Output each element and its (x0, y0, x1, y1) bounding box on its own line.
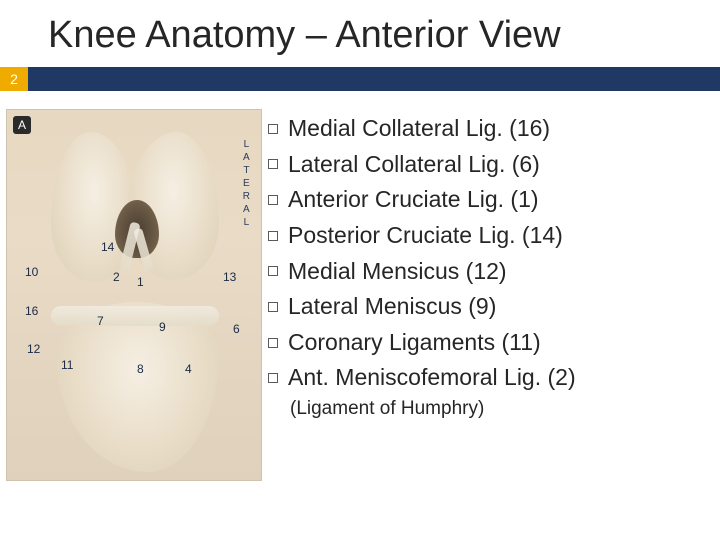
callout-number: 2 (113, 270, 120, 284)
list-item-label: Anterior Cruciate Lig. (1) (288, 182, 539, 218)
callout-number: 16 (25, 304, 38, 318)
square-bullet-icon (268, 231, 278, 241)
square-bullet-icon (268, 338, 278, 348)
list-item-label: Lateral Collateral Lig. (6) (288, 147, 540, 183)
callout-number: 7 (97, 314, 104, 328)
subnote: (Ligament of Humphry) (268, 398, 706, 420)
anatomy-image: A LATERAL 10 14 2 1 13 16 7 9 6 12 11 8 4 (6, 109, 262, 481)
callout-number: 13 (223, 270, 236, 284)
square-bullet-icon (268, 195, 278, 205)
list-item: Lateral Meniscus (9) (268, 289, 706, 325)
list-item-label: Medial Collateral Lig. (16) (288, 111, 550, 147)
square-bullet-icon (268, 302, 278, 312)
callout-number: 14 (101, 240, 114, 254)
square-bullet-icon (268, 159, 278, 169)
tibia-plateau (57, 302, 219, 472)
list-item-label: Coronary Ligaments (11) (288, 325, 541, 361)
list-item-label: Medial Mensicus (12) (288, 254, 507, 290)
list-item: Coronary Ligaments (11) (268, 325, 706, 361)
callout-number: 10 (25, 265, 38, 279)
slide-title: Knee Anatomy – Anterior View (0, 0, 720, 67)
lateral-label: LATERAL (243, 138, 251, 229)
callout-number: 11 (61, 358, 73, 372)
callout-number: 1 (137, 275, 144, 289)
accent-bar: 2 (0, 67, 720, 91)
ligament-list: Medial Collateral Lig. (16)Lateral Colla… (268, 111, 706, 396)
accent-bar-fill (28, 67, 720, 91)
list-item-label: Lateral Meniscus (9) (288, 289, 496, 325)
list-item-label: Posterior Cruciate Lig. (14) (288, 218, 563, 254)
list-item: Posterior Cruciate Lig. (14) (268, 218, 706, 254)
square-bullet-icon (268, 266, 278, 276)
list-item: Medial Collateral Lig. (16) (268, 111, 706, 147)
square-bullet-icon (268, 124, 278, 134)
callout-number: 9 (159, 320, 166, 334)
text-column: Medial Collateral Lig. (16)Lateral Colla… (268, 109, 706, 481)
callout-number: 12 (27, 342, 40, 356)
square-bullet-icon (268, 373, 278, 383)
list-item: Lateral Collateral Lig. (6) (268, 147, 706, 183)
callout-number: 6 (233, 322, 240, 336)
callout-number: 8 (137, 362, 144, 376)
list-item: Anterior Cruciate Lig. (1) (268, 182, 706, 218)
panel-label: A (13, 116, 31, 134)
meniscus-band (51, 306, 219, 326)
slide-number-box: 2 (0, 67, 28, 91)
slide: Knee Anatomy – Anterior View 2 A LATERAL… (0, 0, 720, 540)
content-row: A LATERAL 10 14 2 1 13 16 7 9 6 12 11 8 4 Medial Col… (0, 91, 720, 481)
callout-number: 4 (185, 362, 192, 376)
list-item-label: Ant. Meniscofemoral Lig. (2) (288, 360, 576, 396)
list-item: Medial Mensicus (12) (268, 254, 706, 290)
list-item: Ant. Meniscofemoral Lig. (2) (268, 360, 706, 396)
